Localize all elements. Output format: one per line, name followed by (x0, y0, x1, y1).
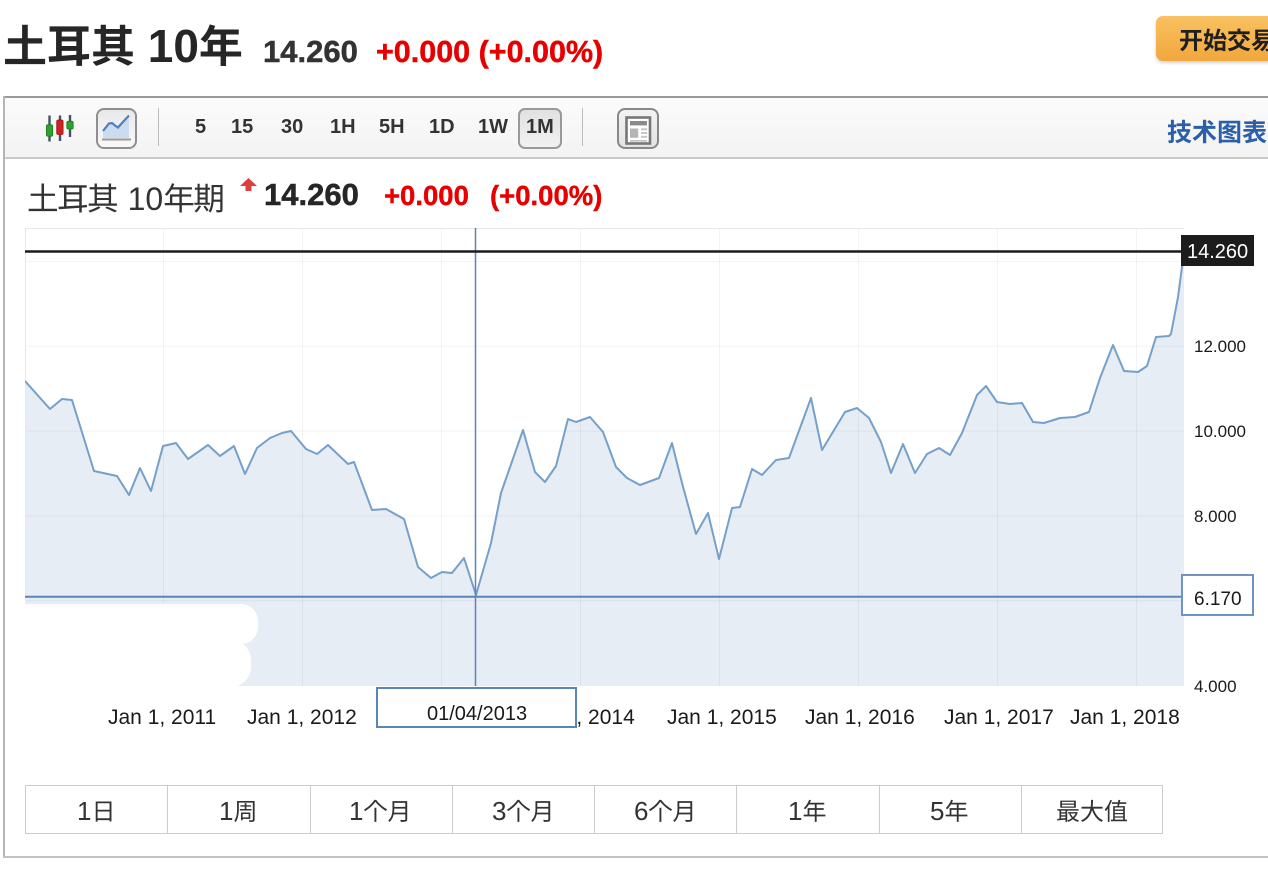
svg-text:1: 1 (77, 796, 91, 826)
svg-text:3: 3 (492, 796, 506, 826)
svg-text:1: 1 (349, 796, 363, 826)
svg-text:1W: 1W (478, 116, 508, 138)
svg-text:1H: 1H (330, 116, 356, 138)
svg-text:Jan 1, 2015: Jan 1, 2015 (667, 706, 777, 729)
svg-text:+0.000 (+0.00%): +0.000 (+0.00%) (376, 35, 603, 69)
svg-text:14.260: 14.260 (264, 177, 359, 212)
svg-text:8.000: 8.000 (1194, 507, 1237, 526)
svg-text:14.260: 14.260 (263, 34, 358, 69)
svg-text:Jan 1, 2011: Jan 1, 2011 (108, 706, 216, 729)
svg-text:5H: 5H (379, 116, 405, 138)
svg-text:15: 15 (231, 116, 253, 138)
svg-text:30: 30 (281, 116, 303, 138)
svg-text:(+0.00%): (+0.00%) (490, 180, 602, 211)
svg-text:6.170: 6.170 (1194, 589, 1242, 610)
svg-text:12.000: 12.000 (1194, 337, 1246, 356)
svg-text:Jan 1, 2016: Jan 1, 2016 (805, 706, 915, 729)
svg-text:10: 10 (135, 20, 199, 72)
svg-text:1: 1 (788, 796, 802, 826)
svg-text:Jan 1, 2017: Jan 1, 2017 (944, 706, 1054, 729)
svg-text:01/04/2013: 01/04/2013 (427, 703, 527, 725)
svg-text:+0.000: +0.000 (384, 180, 469, 211)
svg-text:10: 10 (118, 181, 162, 217)
svg-text:5: 5 (930, 796, 944, 826)
svg-text:4.000: 4.000 (1194, 677, 1237, 696)
svg-text:1: 1 (219, 796, 233, 826)
svg-text:Jan 1, 2012: Jan 1, 2012 (247, 706, 357, 729)
svg-text:14.260: 14.260 (1187, 241, 1248, 263)
svg-text:6: 6 (634, 796, 648, 826)
svg-text:5: 5 (195, 116, 206, 138)
svg-text:10.000: 10.000 (1194, 422, 1246, 441)
svg-text:1D: 1D (429, 116, 455, 138)
svg-text:1M: 1M (526, 116, 554, 138)
svg-text:Jan 1, 2018: Jan 1, 2018 (1070, 706, 1180, 729)
